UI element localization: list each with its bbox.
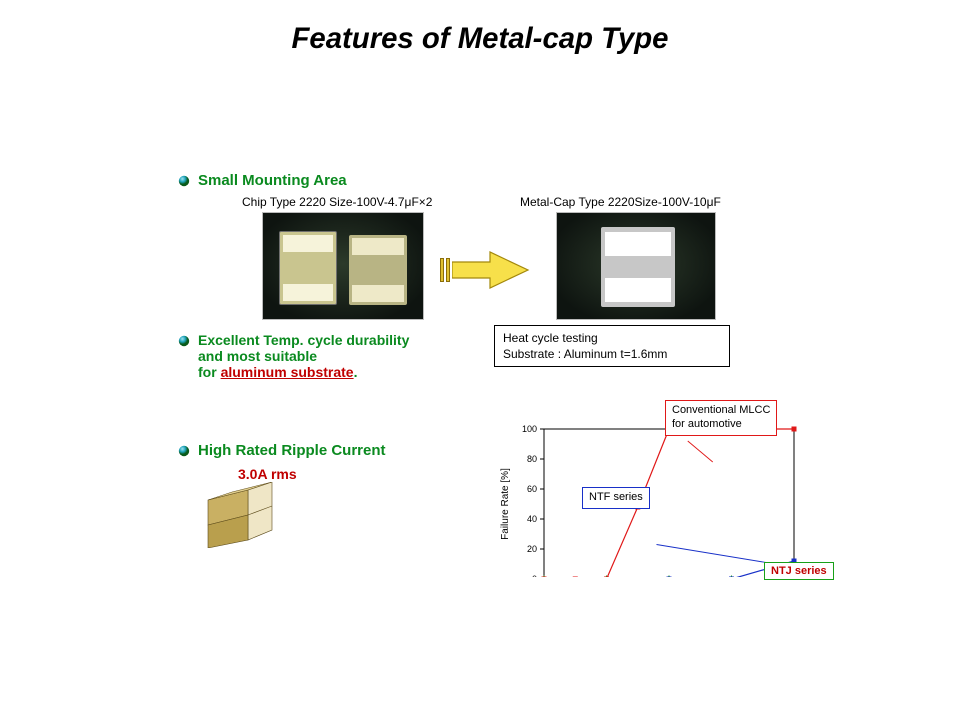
feature-2-text: Excellent Temp. cycle durability and mos… xyxy=(198,332,409,380)
photo-right-caption: Metal-Cap Type 2220Size-100V-10μF xyxy=(520,195,721,209)
chip-left-1 xyxy=(279,231,337,305)
feature-3: High Rated Ripple Current xyxy=(178,442,386,459)
bullet-icon xyxy=(178,445,190,457)
photo-left xyxy=(262,212,424,320)
feature-2-line3: for aluminum substrate. xyxy=(198,364,409,380)
feature-2: Excellent Temp. cycle durability and mos… xyxy=(178,332,409,380)
feature-1-label: Small Mounting Area xyxy=(198,172,347,189)
photo-left-caption: Chip Type 2220 Size-100V-4.7μF×2 xyxy=(242,195,432,209)
photo-right xyxy=(556,212,716,320)
chart-title: Heat cycle testing Substrate : Aluminum … xyxy=(494,325,730,367)
feature-1: Small Mounting Area xyxy=(178,172,347,189)
svg-text:80: 80 xyxy=(527,454,537,464)
arrow-shape xyxy=(452,250,530,290)
legend-ntj: NTJ series xyxy=(764,562,834,580)
capacitor-3d-icon xyxy=(202,482,278,548)
page: Features of Metal-cap Type Small Mountin… xyxy=(0,0,960,720)
feature-2-line2: and most suitable xyxy=(198,348,409,364)
legend-ntf: NTF series xyxy=(582,487,650,509)
feature-2-line1: Excellent Temp. cycle durability xyxy=(198,332,409,348)
chart-title-l2: Substrate : Aluminum t=1.6mm xyxy=(503,346,721,362)
heat-cycle-chart: Heat cycle testing Substrate : Aluminum … xyxy=(494,325,808,577)
chip-left-2 xyxy=(349,235,407,305)
svg-text:Failure Rate [%]: Failure Rate [%] xyxy=(500,468,511,540)
bullet-icon xyxy=(178,175,190,187)
chart-plot: 0204060801000500100015002000CyclesFailur… xyxy=(494,367,808,577)
bullet-icon xyxy=(178,335,190,347)
svg-text:20: 20 xyxy=(527,544,537,554)
svg-text:100: 100 xyxy=(522,424,537,434)
feature-3-label: High Rated Ripple Current xyxy=(198,442,386,459)
feature-3-sub: 3.0A rms xyxy=(238,466,297,482)
page-title: Features of Metal-cap Type xyxy=(0,22,960,56)
svg-text:0: 0 xyxy=(532,574,537,577)
feature-2-highlight: aluminum substrate xyxy=(221,364,354,380)
svg-text:60: 60 xyxy=(527,484,537,494)
legend-conventional: Conventional MLCC for automotive xyxy=(665,400,777,436)
arrow-icon xyxy=(440,250,530,290)
chip-right xyxy=(601,227,675,307)
chart-title-l1: Heat cycle testing xyxy=(503,330,721,346)
svg-text:40: 40 xyxy=(527,514,537,524)
